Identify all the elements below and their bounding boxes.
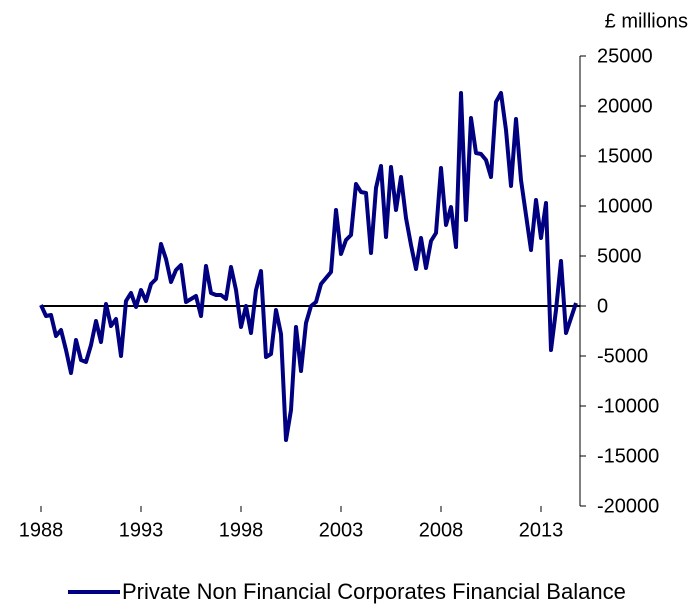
y-tick-label: -15000 <box>597 445 659 467</box>
x-tick-label: 2013 <box>519 519 564 541</box>
x-tick-label: 1993 <box>119 519 164 541</box>
x-tick-label: 2003 <box>319 519 364 541</box>
y-tick-label: 0 <box>597 295 608 317</box>
y-tick-label: -5000 <box>597 345 648 367</box>
y-tick-label: 10000 <box>597 195 653 217</box>
y-tick-label: 5000 <box>597 245 642 267</box>
y-tick-label: -20000 <box>597 495 659 517</box>
y-tick-label: 20000 <box>597 95 653 117</box>
y-tick-label: 15000 <box>597 145 653 167</box>
x-tick-label: 2008 <box>419 519 464 541</box>
y-tick-label: -10000 <box>597 395 659 417</box>
y-axis-label: £ millions <box>605 10 688 32</box>
x-tick-label: 1998 <box>219 519 264 541</box>
legend-label: Private Non Financial Corporates Financi… <box>122 579 626 604</box>
y-tick-label: 25000 <box>597 45 653 67</box>
x-tick-label: 1988 <box>19 519 64 541</box>
series-line <box>39 91 578 442</box>
